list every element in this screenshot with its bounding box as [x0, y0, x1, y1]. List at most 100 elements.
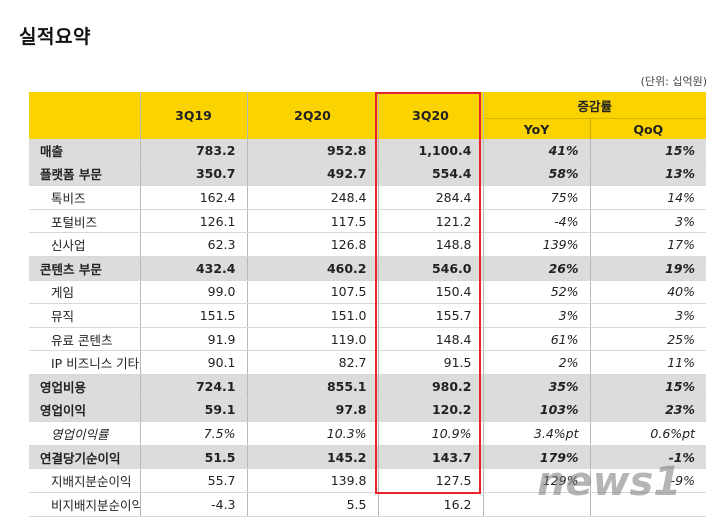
cell-yoy: 61%: [483, 327, 591, 352]
header-2q20: 2Q20: [247, 92, 379, 139]
header-row: 3Q19 2Q20 3Q20 증감률: [29, 92, 707, 139]
cell-yoy: 139%: [483, 232, 591, 257]
row-label: 매출: [29, 139, 141, 163]
cell-q3: 546.0: [378, 256, 484, 281]
cell-q1: 51.5: [140, 445, 248, 470]
header-qoq: QoQ: [590, 118, 707, 139]
header-change-rate: 증감률: [483, 92, 707, 119]
cell-q3: 91.5: [378, 350, 484, 375]
cell-q1: 55.7: [140, 468, 248, 493]
cell-q3: 10.9%: [378, 421, 484, 446]
cell-q3: 554.4: [378, 162, 484, 187]
row-label: 플랫폼 부문: [29, 162, 141, 187]
header-label-cell: [29, 92, 141, 139]
row-label: 영업이익: [29, 398, 141, 423]
cell-q3: 150.4: [378, 280, 484, 305]
cell-qoq: 15%: [590, 374, 707, 399]
cell-qoq: 0.6%pt: [590, 421, 707, 446]
earnings-summary-table: 3Q19 2Q20 3Q20 증감률 YoY QoQ 매출 783.2 952.8 1…: [29, 92, 707, 517]
row-label: 영업비용: [29, 374, 141, 399]
row-label: 뮤직: [29, 303, 141, 328]
cell-q2: 952.8: [247, 139, 379, 163]
cell-yoy: [483, 492, 591, 517]
cell-q2: 97.8: [247, 398, 379, 423]
cell-q2: 145.2: [247, 445, 379, 470]
cell-q2: 82.7: [247, 350, 379, 375]
cell-yoy: 52%: [483, 280, 591, 305]
cell-q3: 284.4: [378, 185, 484, 210]
cell-q1: 59.1: [140, 398, 248, 423]
row-label: 유료 콘텐츠: [29, 327, 141, 352]
page-title: 실적요약: [19, 26, 91, 48]
cell-yoy: 41%: [483, 139, 591, 163]
cell-q1: 99.0: [140, 280, 248, 305]
row-label: 게임: [29, 280, 141, 305]
watermark-text: news1: [537, 459, 681, 503]
row-label: 콘텐츠 부문: [29, 256, 141, 281]
cell-yoy: 3%: [483, 303, 591, 328]
table-row: 톡비즈 162.4 248.4 284.4 75% 14%: [29, 185, 707, 210]
cell-qoq: 3%: [590, 303, 707, 328]
cell-q3: 120.2: [378, 398, 484, 423]
cell-qoq: 13%: [590, 162, 707, 187]
row-label: 비지배지분순이익: [29, 492, 141, 517]
table-row: 영업이익률 7.5% 10.3% 10.9% 3.4%pt 0.6%pt: [29, 421, 707, 446]
cell-q3: 148.8: [378, 232, 484, 257]
cell-q2: 151.0: [247, 303, 379, 328]
cell-qoq: 40%: [590, 280, 707, 305]
header-yoy: YoY: [483, 118, 591, 139]
table-row: 지배지분순이익 55.7 139.8 127.5 129% -9%: [29, 468, 707, 493]
cell-q1: 126.1: [140, 209, 248, 234]
cell-yoy: 179%: [483, 445, 591, 470]
cell-yoy: 35%: [483, 374, 591, 399]
cell-yoy: 26%: [483, 256, 591, 281]
cell-q1: 90.1: [140, 350, 248, 375]
header-subrow: YoY QoQ: [29, 118, 707, 139]
table-row: 신사업 62.3 126.8 148.8 139% 17%: [29, 232, 707, 257]
cell-q3: 127.5: [378, 468, 484, 493]
table-row: 영업이익 59.1 97.8 120.2 103% 23%: [29, 398, 707, 423]
table-row: 비지배지분순이익 -4.3 5.5 16.2: [29, 492, 707, 517]
cell-q3: 121.2: [378, 209, 484, 234]
cell-yoy: 103%: [483, 398, 591, 423]
cell-q2: 5.5: [247, 492, 379, 517]
cell-qoq: 14%: [590, 185, 707, 210]
cell-qoq: -9%: [590, 468, 707, 493]
table-row: 플랫폼 부문 350.7 492.7 554.4 58% 13%: [29, 162, 707, 187]
cell-q1: 162.4: [140, 185, 248, 210]
header-3q19: 3Q19: [140, 92, 248, 139]
cell-q3: 155.7: [378, 303, 484, 328]
cell-q2: 248.4: [247, 185, 379, 210]
cell-q2: 107.5: [247, 280, 379, 305]
table-row: 포털비즈 126.1 117.5 121.2 -4% 3%: [29, 209, 707, 234]
cell-q1: 432.4: [140, 256, 248, 281]
table-row: IP 비즈니스 기타 90.1 82.7 91.5 2% 11%: [29, 350, 707, 375]
row-label: 톡비즈: [29, 185, 141, 210]
cell-q2: 117.5: [247, 209, 379, 234]
cell-q2: 119.0: [247, 327, 379, 352]
cell-qoq: 17%: [590, 232, 707, 257]
cell-q3: 143.7: [378, 445, 484, 470]
cell-qoq: 23%: [590, 398, 707, 423]
cell-qoq: 15%: [590, 139, 707, 163]
table-row: 유료 콘텐츠 91.9 119.0 148.4 61% 25%: [29, 327, 707, 352]
cell-q3: 16.2: [378, 492, 484, 517]
cell-yoy: 58%: [483, 162, 591, 187]
row-label: 연결당기순이익: [29, 445, 141, 470]
cell-q2: 492.7: [247, 162, 379, 187]
cell-yoy: -4%: [483, 209, 591, 234]
cell-q1: 783.2: [140, 139, 248, 163]
cell-q1: 724.1: [140, 374, 248, 399]
table-row: 뮤직 151.5 151.0 155.7 3% 3%: [29, 303, 707, 328]
cell-qoq: 19%: [590, 256, 707, 281]
table-row: 영업비용 724.1 855.1 980.2 35% 15%: [29, 374, 707, 399]
cell-q2: 126.8: [247, 232, 379, 257]
table-row: 연결당기순이익 51.5 145.2 143.7 179% -1%: [29, 445, 707, 470]
cell-yoy: 2%: [483, 350, 591, 375]
cell-q1: 7.5%: [140, 421, 248, 446]
cell-qoq: 3%: [590, 209, 707, 234]
row-label: 포털비즈: [29, 209, 141, 234]
cell-q2: 855.1: [247, 374, 379, 399]
row-label: 신사업: [29, 232, 141, 257]
cell-yoy: 3.4%pt: [483, 421, 591, 446]
